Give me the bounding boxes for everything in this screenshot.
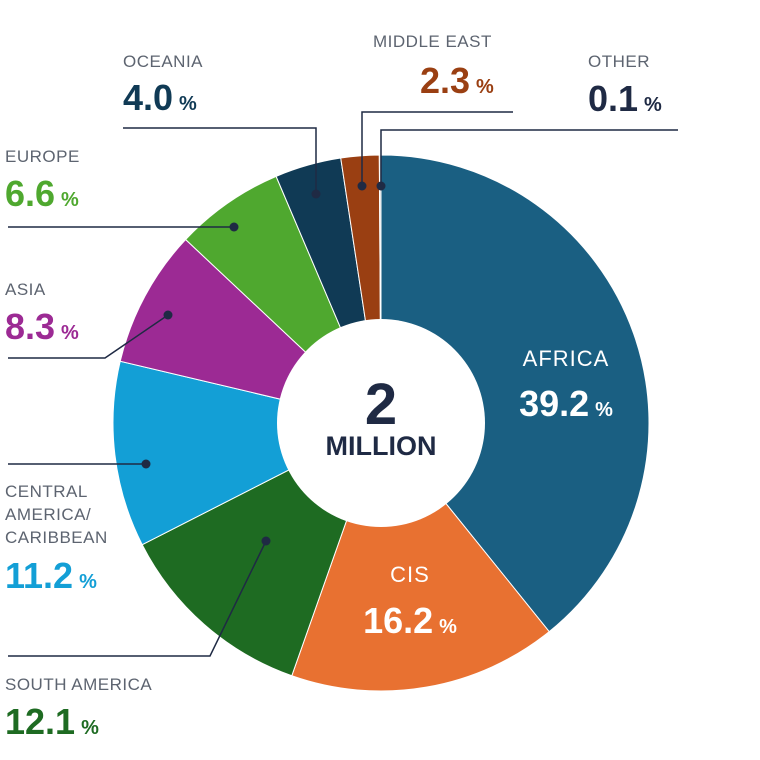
asia-value: 8.3% xyxy=(5,306,79,347)
leader-middle-east xyxy=(361,111,513,186)
europe-label: EUROPE xyxy=(5,147,80,166)
slice-africa xyxy=(380,154,650,633)
slice-cis xyxy=(291,421,550,692)
leader-dot-central-america xyxy=(141,459,151,469)
other-value: 0.1% xyxy=(588,78,662,119)
cis-label: CIS xyxy=(390,562,430,587)
central-america-label-3: CARIBBEAN xyxy=(5,528,108,547)
central-america-label-2: AMERICA/ xyxy=(5,505,91,524)
central-america-value: 11.2% xyxy=(5,555,97,596)
leader-other xyxy=(380,129,678,186)
other-label: OTHER xyxy=(588,52,650,71)
leader-dot-other xyxy=(376,181,386,191)
south-america-value: 12.1% xyxy=(5,701,99,742)
asia-label: ASIA xyxy=(5,280,46,299)
south-america-label: SOUTH AMERICA xyxy=(5,675,152,694)
europe-value: 6.6% xyxy=(5,173,79,214)
central-america-label-1: CENTRAL xyxy=(5,482,88,501)
africa-value: 39.2% xyxy=(519,383,613,424)
oceania-label: OCEANIA xyxy=(123,52,203,71)
leader-dot-middle-east xyxy=(357,181,367,191)
oceania-value: 4.0% xyxy=(123,77,197,118)
leader-south-america xyxy=(8,540,267,657)
center-number: 2 xyxy=(365,372,397,437)
leader-oceania xyxy=(123,127,317,194)
cis-value: 16.2% xyxy=(363,600,457,641)
leader-dot-south-america xyxy=(261,536,271,546)
center-unit: MILLION xyxy=(326,431,437,461)
leader-asia xyxy=(8,314,169,359)
leader-dot-asia xyxy=(163,310,173,320)
leader-dot-oceania xyxy=(311,189,321,199)
leader-dot-europe xyxy=(229,222,239,232)
africa-label: AFRICA xyxy=(523,346,610,371)
middle-east-label: MIDDLE EAST xyxy=(373,32,492,51)
donut-hole xyxy=(277,319,485,527)
middle-east-value: 2.3% xyxy=(420,60,494,101)
slice-central-america-caribbean xyxy=(112,360,383,546)
leader-lines xyxy=(8,111,678,657)
